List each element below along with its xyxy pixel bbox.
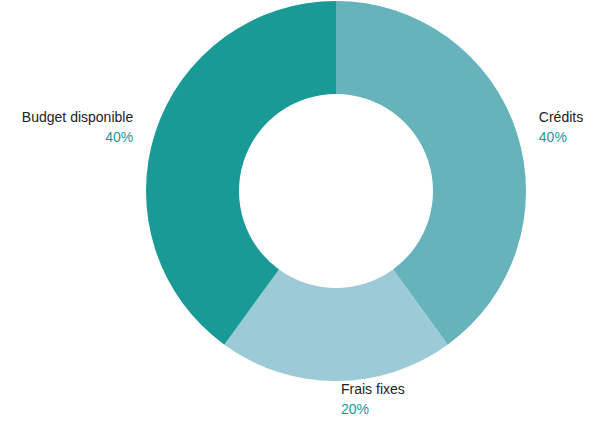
svg-text:20%: 20% (341, 401, 369, 417)
svg-text:Crédits: Crédits (539, 109, 583, 125)
svg-text:Budget disponible: Budget disponible (22, 109, 134, 125)
svg-text:Frais fixes: Frais fixes (341, 381, 405, 397)
svg-text:40%: 40% (105, 129, 133, 145)
svg-text:40%: 40% (539, 129, 567, 145)
